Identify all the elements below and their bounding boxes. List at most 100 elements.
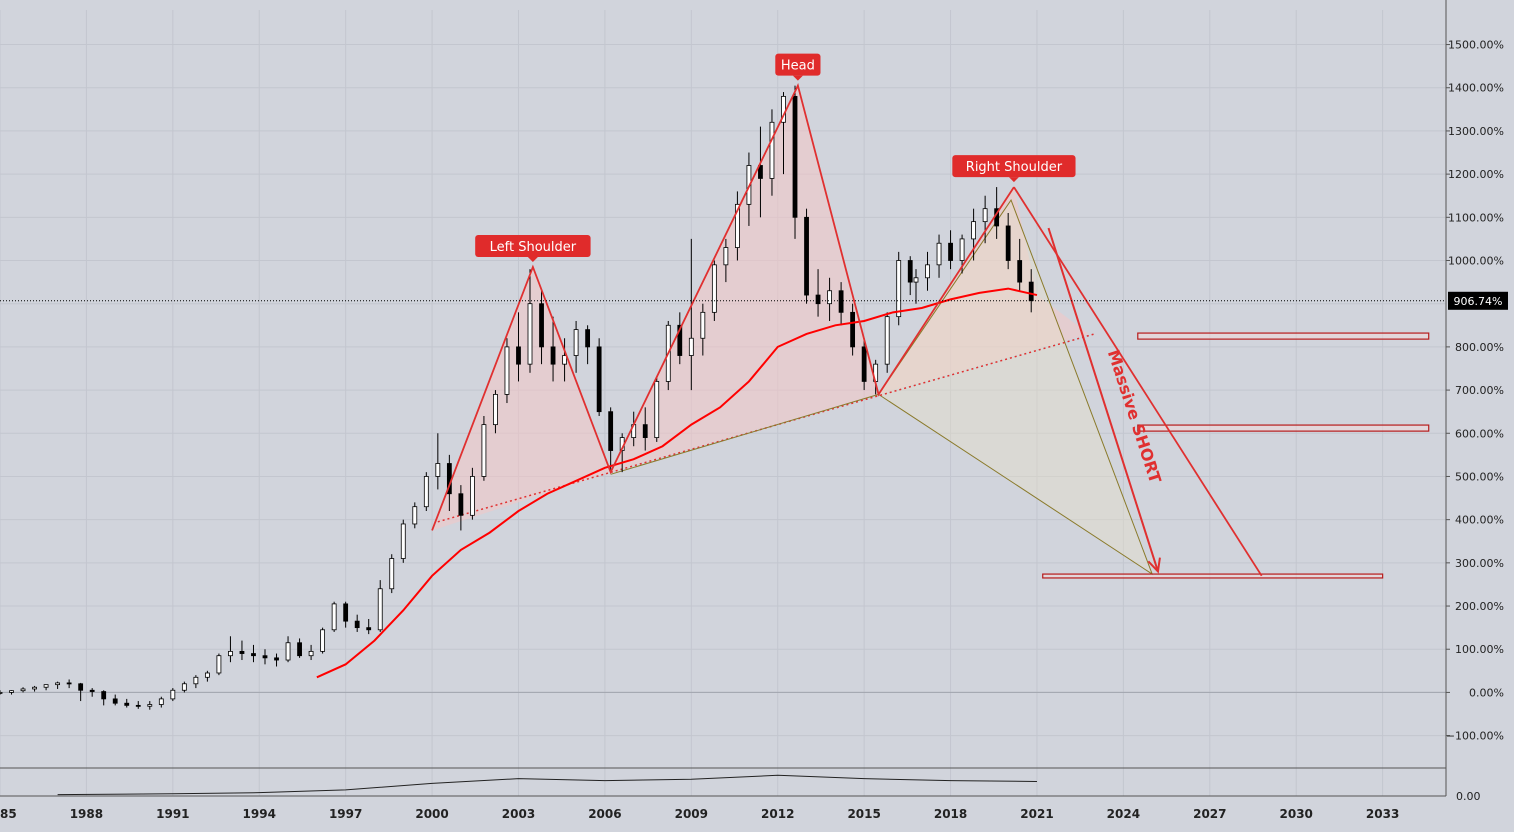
candle <box>850 303 856 356</box>
candle <box>262 649 268 665</box>
candle <box>377 580 383 632</box>
candle-body <box>193 676 199 685</box>
projection-triangle <box>877 198 1154 576</box>
candle <box>608 407 614 473</box>
candle <box>792 85 798 239</box>
x-tick-label: 2024 <box>1107 807 1140 821</box>
candle <box>804 208 809 304</box>
candle-body <box>43 684 49 688</box>
y-tick-label: 1400.00% <box>1448 82 1504 95</box>
candle-body <box>216 655 222 674</box>
candle-body <box>654 381 660 438</box>
candle <box>527 269 533 373</box>
candle <box>343 601 349 628</box>
candle <box>181 681 187 693</box>
candle <box>896 251 902 326</box>
x-tick-label: 2012 <box>761 807 794 821</box>
x-tick-label: 1994 <box>243 807 276 821</box>
candle-body <box>158 698 164 705</box>
x-tick-label: 2006 <box>588 807 621 821</box>
y-tick-label: 1200.00% <box>1448 168 1504 181</box>
y-tick-label: 300.00% <box>1455 557 1504 570</box>
candle <box>982 195 988 244</box>
candle <box>711 260 717 321</box>
y-tick-label: 800.00% <box>1455 341 1504 354</box>
candle <box>838 282 844 326</box>
annotation-bg <box>775 53 821 76</box>
candle <box>550 316 556 382</box>
candle <box>216 653 222 676</box>
y-tick-label: 100.00% <box>1455 643 1504 656</box>
candle-body <box>274 657 279 661</box>
candle-body <box>78 683 84 691</box>
candle-body <box>711 264 717 313</box>
annotation-label: Head <box>775 53 821 81</box>
candle <box>677 312 683 365</box>
candle-body <box>124 702 130 706</box>
annotation-pointer <box>792 75 803 81</box>
candle <box>884 312 890 373</box>
candle-body <box>135 704 141 707</box>
candle <box>32 685 37 692</box>
candle-body <box>539 303 544 348</box>
candle-body <box>827 290 832 305</box>
candle <box>320 627 326 654</box>
annotation-bg <box>475 234 591 257</box>
candle-body <box>562 355 567 365</box>
x-tick-label: 1997 <box>329 807 362 821</box>
y-tick-label: 0.00% <box>1469 686 1504 699</box>
candle <box>758 126 763 218</box>
x-tick-label: 2030 <box>1280 807 1313 821</box>
candle <box>827 277 832 321</box>
candle-body <box>331 603 337 631</box>
candle <box>112 694 118 706</box>
candle <box>239 640 245 661</box>
candle <box>1017 238 1023 291</box>
candle-body <box>769 121 775 179</box>
candle-body <box>516 346 521 365</box>
candle <box>228 636 233 663</box>
candle-body <box>55 682 61 686</box>
last-price-badge-bg <box>1448 291 1508 310</box>
candle <box>493 390 498 434</box>
candle <box>516 312 521 382</box>
candle-body <box>550 346 556 365</box>
candle <box>147 701 153 710</box>
y-tick-label: −100.00% <box>1446 730 1504 743</box>
target-zone <box>1042 573 1384 579</box>
last-price-badge-text: 906.74% <box>1454 295 1503 308</box>
candle-body <box>20 688 26 692</box>
candle <box>0 690 3 695</box>
candle <box>1005 212 1011 270</box>
volume-axis-label: 0.00 <box>1456 790 1481 803</box>
candle-body <box>170 689 176 700</box>
annotation-pointer <box>1008 177 1019 183</box>
x-tick-label: 1985 <box>0 807 17 821</box>
candle <box>458 485 464 531</box>
annotation-pointer <box>527 256 538 262</box>
target-zone <box>1137 332 1430 340</box>
y-tick-label: 1000.00% <box>1448 255 1504 268</box>
candle <box>204 670 210 682</box>
candle <box>412 502 418 529</box>
candle <box>642 407 648 451</box>
moving-average-line <box>316 287 1038 679</box>
x-tick-label: 2015 <box>847 807 880 821</box>
candle-body <box>688 337 694 356</box>
candle <box>700 303 706 356</box>
candle <box>285 636 291 663</box>
candle-body <box>469 476 475 516</box>
y-tick-label: 700.00% <box>1455 384 1504 397</box>
short-arrow-head <box>1147 557 1161 574</box>
candle <box>654 377 660 442</box>
candle <box>124 698 130 708</box>
x-tick-label: 2021 <box>1020 807 1053 821</box>
candle-body <box>573 329 579 356</box>
candle-body <box>89 689 95 692</box>
candle <box>89 688 95 697</box>
candle-body <box>861 346 867 382</box>
x-tick-label: 2027 <box>1193 807 1226 821</box>
x-tick-label: 2018 <box>934 807 967 821</box>
candle-body <box>354 620 360 629</box>
